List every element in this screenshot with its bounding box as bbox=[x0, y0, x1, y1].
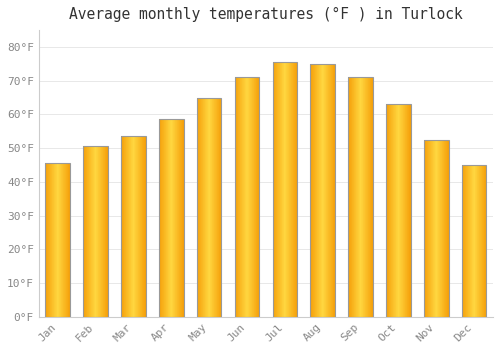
Bar bbox=[462, 165, 486, 317]
Bar bbox=[386, 104, 410, 317]
Bar bbox=[84, 146, 108, 317]
Bar bbox=[348, 77, 373, 317]
Bar bbox=[234, 77, 260, 317]
Bar bbox=[46, 163, 70, 317]
Bar bbox=[272, 62, 297, 317]
Bar bbox=[159, 119, 184, 317]
Bar bbox=[310, 64, 335, 317]
Bar bbox=[197, 98, 222, 317]
Title: Average monthly temperatures (°F ) in Turlock: Average monthly temperatures (°F ) in Tu… bbox=[69, 7, 463, 22]
Bar bbox=[424, 140, 448, 317]
Bar bbox=[121, 136, 146, 317]
